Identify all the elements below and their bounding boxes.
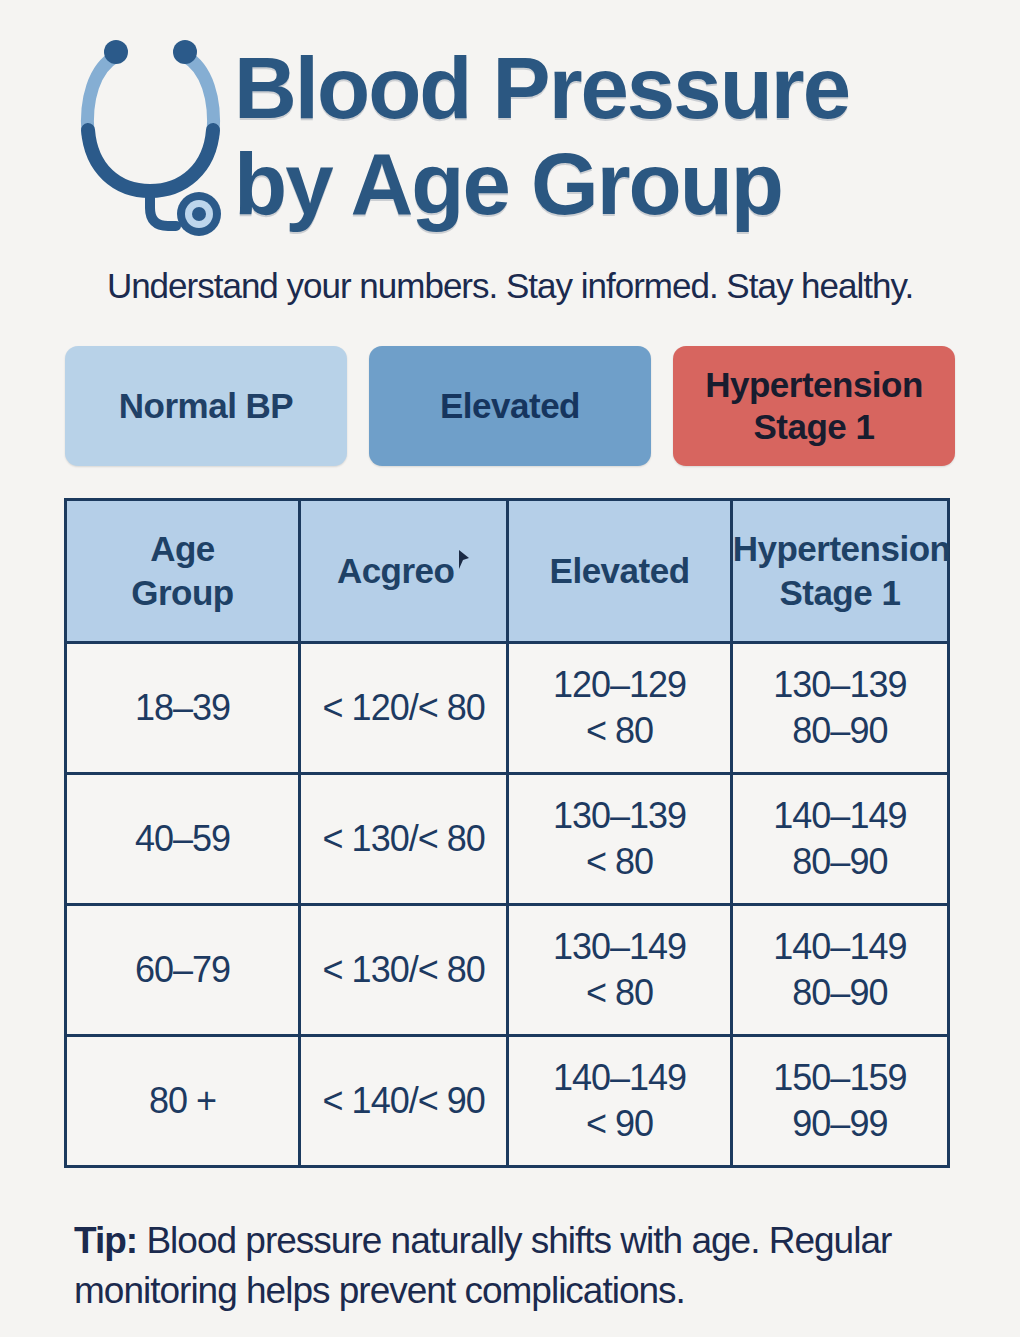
header-line: Group: [67, 571, 298, 615]
cell-line: 140–149: [733, 924, 947, 970]
elevated-cell: 130–149 < 80: [508, 905, 731, 1036]
subtitle: Understand your numbers. Stay informed. …: [0, 266, 1020, 306]
legend-badge-label: Hypertension: [705, 364, 923, 406]
legend: Normal BP Elevated Hypertension Stage 1: [65, 346, 955, 466]
stage1-cell: 130–139 80–90: [731, 643, 948, 774]
cell-line: < 80: [509, 970, 729, 1016]
stage1-cell: 140–149 80–90: [731, 905, 948, 1036]
legend-badge-hypertension-stage1: Hypertension Stage 1: [673, 346, 955, 466]
age-group-cell: 18–39: [66, 643, 300, 774]
table-row: 60–79 < 130/< 80 130–149 < 80 140–149 80…: [66, 905, 949, 1036]
legend-badge-label: Elevated: [440, 385, 580, 427]
elevated-cell: 120–129 < 80: [508, 643, 731, 774]
normal-bp-cell: < 120/< 80: [299, 643, 507, 774]
cell-line: 120–129: [509, 662, 729, 708]
bp-table: Age Group Acgreo Elevated Hypertension S…: [64, 498, 950, 1168]
normal-bp-cell: < 130/< 80: [299, 774, 507, 905]
header-hypertension-stage1: Hypertension Stage 1: [731, 500, 948, 643]
legend-badge-elevated: Elevated: [369, 346, 651, 466]
tip-label: Tip:: [74, 1220, 137, 1261]
age-group-cell: 80 +: [66, 1036, 300, 1167]
age-group-cell: 60–79: [66, 905, 300, 1036]
text-cursor-icon: [457, 549, 470, 570]
header-age-group: Age Group: [66, 500, 300, 643]
age-group-cell: 40–59: [66, 774, 300, 905]
cell-line: 80–90: [733, 839, 947, 885]
cell-line: 150–159: [733, 1055, 947, 1101]
cell-line: 140–149: [733, 793, 947, 839]
cell-line: 80–90: [733, 970, 947, 1016]
legend-badge-label: Stage 1: [754, 406, 875, 448]
table-header-row: Age Group Acgreo Elevated Hypertension S…: [66, 500, 949, 643]
header-elevated: Elevated: [508, 500, 731, 643]
page-title-line1: Blood Pressure: [234, 40, 849, 136]
page-title: Blood Pressure by Age Group: [234, 38, 849, 232]
header-line: Elevated: [550, 551, 690, 590]
cell-line: 140–149: [509, 1055, 729, 1101]
header-line: Hypertension: [733, 527, 947, 571]
cell-line: < 90: [509, 1101, 729, 1147]
tip-body: Blood pressure naturally shifts with age…: [74, 1220, 891, 1311]
legend-badge-label: Normal BP: [119, 385, 293, 427]
stage1-cell: 150–159 90–99: [731, 1036, 948, 1167]
cell-line: 90–99: [733, 1101, 947, 1147]
legend-badge-normal-bp: Normal BP: [65, 346, 347, 466]
normal-bp-cell: < 140/< 90: [299, 1036, 507, 1167]
elevated-cell: 130–139 < 80: [508, 774, 731, 905]
table-row: 80 + < 140/< 90 140–149 < 90 150–159 90–…: [66, 1036, 949, 1167]
header-line: Stage 1: [733, 571, 947, 615]
cell-line: 130–149: [509, 924, 729, 970]
table-row: 18–39 < 120/< 80 120–129 < 80 130–139 80…: [66, 643, 949, 774]
header-normal-bp: Acgreo: [299, 500, 507, 643]
cell-line: < 80: [509, 839, 729, 885]
infographic-page: Blood Pressure by Age Group Understand y…: [0, 0, 1020, 1337]
stage1-cell: 140–149 80–90: [731, 774, 948, 905]
elevated-cell: 140–149 < 90: [508, 1036, 731, 1167]
cell-line: 130–139: [509, 793, 729, 839]
normal-bp-cell: < 130/< 80: [299, 905, 507, 1036]
header: Blood Pressure by Age Group: [0, 0, 1020, 236]
table-row: 40–59 < 130/< 80 130–139 < 80 140–149 80…: [66, 774, 949, 905]
header-line: Age: [67, 527, 298, 571]
cell-line: < 80: [509, 708, 729, 754]
stethoscope-icon: [72, 38, 234, 236]
cell-line: 80–90: [733, 708, 947, 754]
header-line: Acgreo: [337, 551, 455, 590]
page-title-line2: by Age Group: [234, 136, 849, 232]
cell-line: 130–139: [733, 662, 947, 708]
tip-text: Tip: Blood pressure naturally shifts wit…: [74, 1216, 950, 1316]
